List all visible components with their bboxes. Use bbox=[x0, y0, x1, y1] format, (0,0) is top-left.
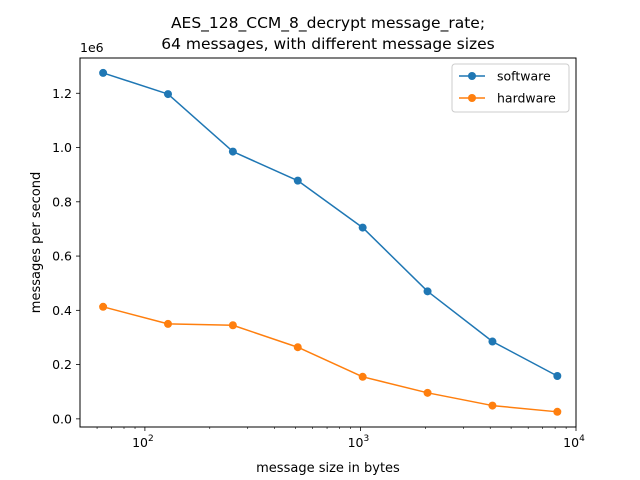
chart-title-line-2: 64 messages, with different message size… bbox=[161, 35, 495, 53]
y-tick-label: 0.4 bbox=[52, 303, 72, 318]
data-point-hardware bbox=[488, 401, 497, 410]
y-axis-label: messages per second bbox=[29, 172, 44, 313]
data-point-software bbox=[293, 176, 302, 185]
x-tick-base: 10 bbox=[132, 435, 148, 450]
data-point-hardware bbox=[228, 321, 237, 330]
data-point-hardware bbox=[423, 388, 432, 397]
x-tick-label: 103 bbox=[348, 434, 370, 450]
legend-label-hardware: hardware bbox=[497, 91, 556, 106]
series-layer bbox=[99, 68, 562, 416]
data-point-hardware bbox=[553, 407, 562, 416]
data-point-hardware bbox=[358, 372, 367, 381]
x-tick-exponent: 3 bbox=[364, 434, 370, 444]
data-point-hardware bbox=[99, 302, 108, 311]
y-axis: 0.0 0.2 0.4 0.6 0.8 1.0 1.2 bbox=[52, 86, 80, 426]
data-point-software bbox=[358, 223, 367, 232]
legend-marker-hardware bbox=[468, 94, 476, 102]
data-point-software bbox=[423, 287, 432, 296]
chart-title-line-1: AES_128_CCM_8_decrypt message_rate; bbox=[171, 14, 485, 33]
x-axis-label: message size in bytes bbox=[256, 461, 400, 476]
y-tick-label: 1.0 bbox=[52, 140, 72, 155]
data-point-software bbox=[163, 90, 172, 99]
y-tick-label: 0.2 bbox=[52, 357, 72, 372]
legend-label-software: software bbox=[497, 69, 551, 84]
y-offset-label: 1e6 bbox=[80, 40, 104, 55]
series-line-software bbox=[102, 72, 558, 377]
y-tick-label: 0.0 bbox=[52, 411, 72, 426]
plot-frame bbox=[79, 57, 577, 428]
data-point-software bbox=[488, 337, 497, 346]
data-point-software bbox=[99, 68, 108, 77]
data-point-hardware bbox=[163, 319, 172, 328]
plot-area bbox=[80, 58, 576, 427]
y-tick-label: 0.8 bbox=[52, 194, 72, 209]
series-line-hardware bbox=[102, 306, 558, 413]
data-point-hardware bbox=[293, 343, 302, 352]
legend-marker-software bbox=[468, 72, 476, 80]
x-axis: 102 103 104 bbox=[96, 427, 585, 450]
legend: software hardware bbox=[451, 63, 570, 113]
x-tick-label: 102 bbox=[132, 434, 154, 450]
x-tick-base: 10 bbox=[563, 435, 579, 450]
y-tick-label: 0.6 bbox=[52, 249, 72, 264]
x-tick-label: 104 bbox=[563, 434, 585, 450]
x-tick-exponent: 2 bbox=[148, 434, 154, 444]
x-tick-base: 10 bbox=[348, 435, 364, 450]
data-point-software bbox=[228, 147, 237, 156]
y-tick-label: 1.2 bbox=[52, 86, 72, 101]
data-point-software bbox=[553, 371, 562, 380]
x-tick-exponent: 4 bbox=[579, 434, 585, 444]
